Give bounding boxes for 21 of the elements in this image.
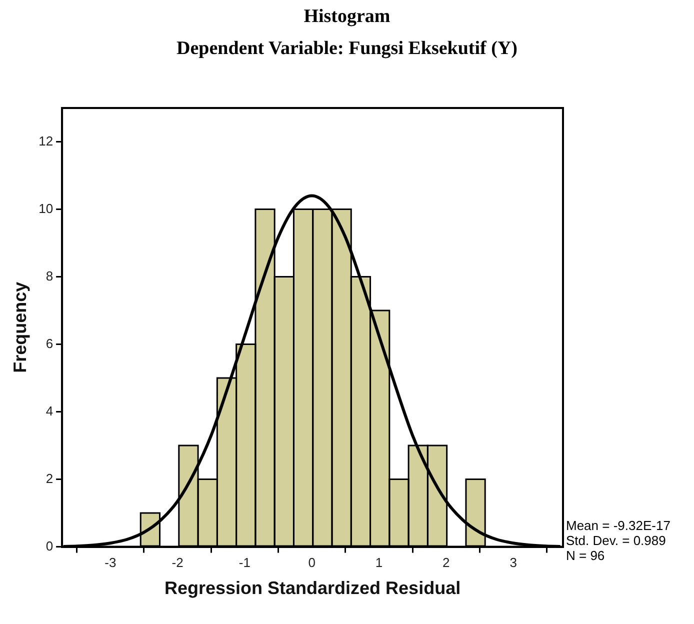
x-tick-label: 1	[375, 555, 383, 570]
y-tick-label: 0	[46, 538, 54, 554]
x-tick-label: -2	[172, 555, 184, 570]
x-tick-label: 0	[308, 555, 316, 570]
chart-title: Histogram	[302, 6, 392, 28]
x-tick-label: 3	[510, 555, 517, 570]
text: Mean = -9.32E-17	[566, 518, 670, 533]
x-tick-label: -1	[238, 555, 250, 570]
y-tick-label: 6	[46, 336, 54, 351]
x-axis-title: Regression Standardized Residual	[164, 578, 461, 598]
y-tick-label: 4	[46, 403, 54, 418]
text: N = 96	[566, 548, 605, 563]
text: Std. Dev. = 0.989	[566, 532, 666, 548]
y-tick-label: 2	[46, 470, 54, 486]
y-axis-title: Frequency	[10, 282, 30, 373]
x-tick-label: -3	[104, 555, 116, 570]
y-tick-label: 12	[38, 133, 54, 148]
y-tick-label: 8	[46, 268, 54, 284]
chart-subtitle: Dependent Variable: Fungsi Eksekutif (Y)	[176, 38, 518, 60]
x-tick-label: 2	[442, 555, 450, 570]
y-tick-label: 10	[38, 200, 54, 216]
